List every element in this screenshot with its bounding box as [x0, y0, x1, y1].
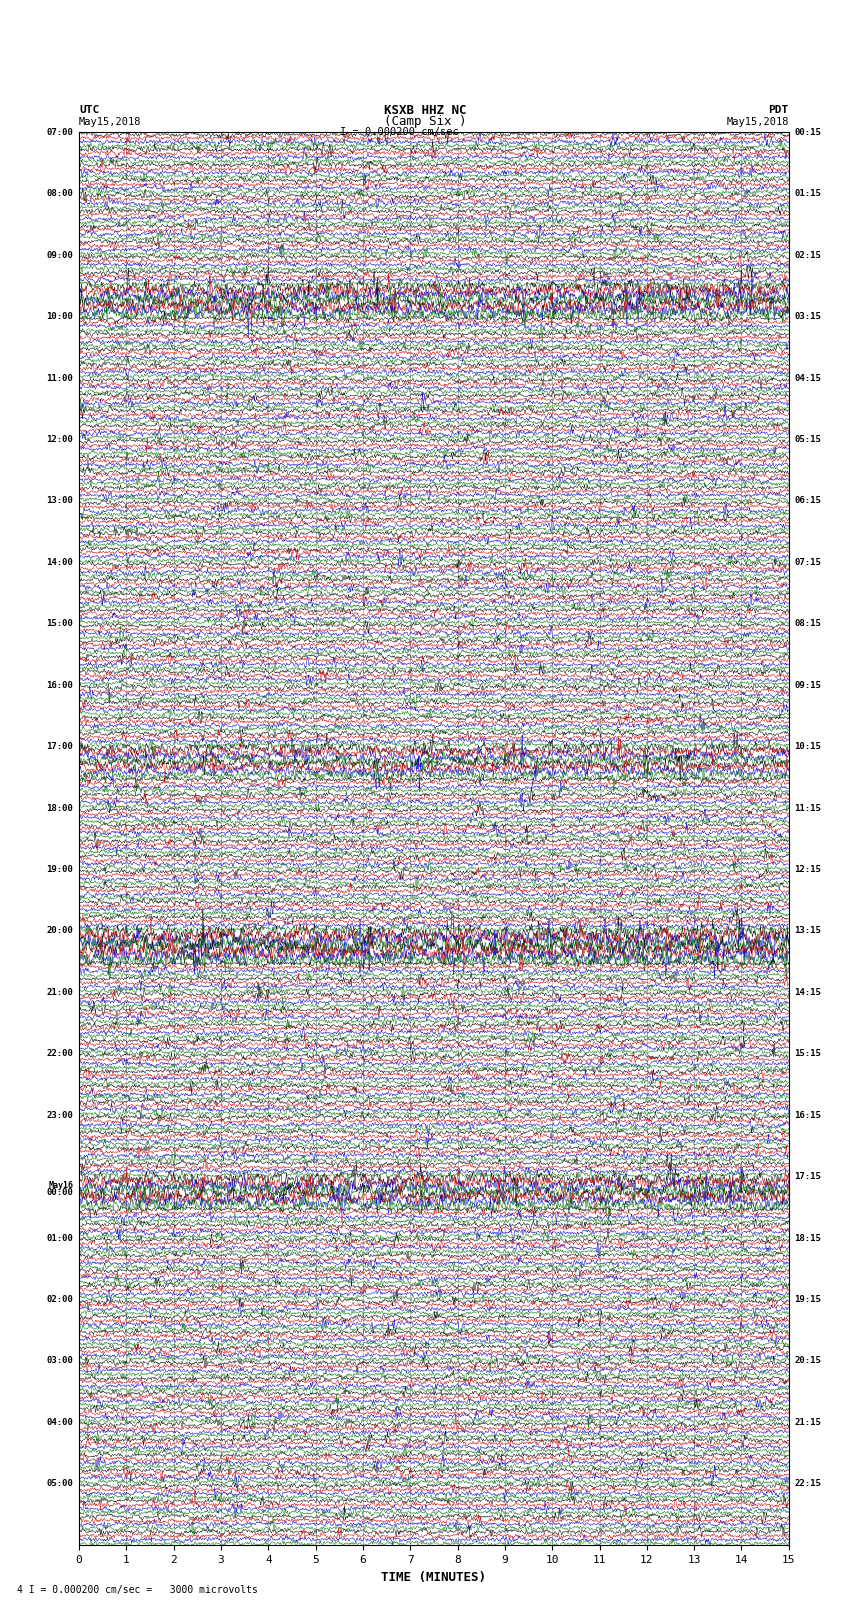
- Text: 10:00: 10:00: [47, 311, 73, 321]
- Text: 12:15: 12:15: [795, 865, 821, 874]
- Text: 16:00: 16:00: [47, 681, 73, 690]
- Text: 10:15: 10:15: [795, 742, 821, 752]
- Text: 01:15: 01:15: [795, 189, 821, 198]
- Text: 13:15: 13:15: [795, 926, 821, 936]
- Text: 00:00: 00:00: [47, 1187, 73, 1197]
- Text: 02:15: 02:15: [795, 250, 821, 260]
- Text: 18:15: 18:15: [795, 1234, 821, 1242]
- Text: 13:00: 13:00: [47, 497, 73, 505]
- Text: 08:00: 08:00: [47, 189, 73, 198]
- Text: 20:15: 20:15: [795, 1357, 821, 1366]
- Text: PDT: PDT: [768, 105, 789, 116]
- Text: 22:00: 22:00: [47, 1050, 73, 1058]
- Text: KSXB HHZ NC: KSXB HHZ NC: [383, 103, 467, 118]
- Text: 17:00: 17:00: [47, 742, 73, 752]
- Text: 20:00: 20:00: [47, 926, 73, 936]
- Text: 00:15: 00:15: [795, 127, 821, 137]
- Text: 22:15: 22:15: [795, 1479, 821, 1489]
- Text: May15,2018: May15,2018: [726, 116, 789, 127]
- Text: 14:00: 14:00: [47, 558, 73, 566]
- Text: 16:15: 16:15: [795, 1111, 821, 1119]
- Text: 14:15: 14:15: [795, 987, 821, 997]
- Text: I = 0.000200 cm/sec: I = 0.000200 cm/sec: [340, 127, 459, 137]
- Text: 09:00: 09:00: [47, 250, 73, 260]
- Text: 04:00: 04:00: [47, 1418, 73, 1428]
- Text: 07:15: 07:15: [795, 558, 821, 566]
- X-axis label: TIME (MINUTES): TIME (MINUTES): [382, 1571, 486, 1584]
- Text: 03:15: 03:15: [795, 311, 821, 321]
- Text: 08:15: 08:15: [795, 619, 821, 627]
- Text: May15,2018: May15,2018: [79, 116, 142, 127]
- Text: 11:00: 11:00: [47, 374, 73, 382]
- Text: 11:15: 11:15: [795, 803, 821, 813]
- Text: 07:00: 07:00: [47, 127, 73, 137]
- Text: 4 I = 0.000200 cm/sec =   3000 microvolts: 4 I = 0.000200 cm/sec = 3000 microvolts: [17, 1586, 258, 1595]
- Text: UTC: UTC: [79, 105, 99, 116]
- Text: 01:00: 01:00: [47, 1234, 73, 1242]
- Text: May16: May16: [48, 1181, 73, 1190]
- Text: 21:00: 21:00: [47, 987, 73, 997]
- Text: 09:15: 09:15: [795, 681, 821, 690]
- Text: 03:00: 03:00: [47, 1357, 73, 1366]
- Text: 19:00: 19:00: [47, 865, 73, 874]
- Text: 06:15: 06:15: [795, 497, 821, 505]
- Text: 05:00: 05:00: [47, 1479, 73, 1489]
- Text: 05:15: 05:15: [795, 436, 821, 444]
- Text: 04:15: 04:15: [795, 374, 821, 382]
- Text: (Camp Six ): (Camp Six ): [383, 115, 467, 129]
- Text: 19:15: 19:15: [795, 1295, 821, 1303]
- Text: 23:00: 23:00: [47, 1111, 73, 1119]
- Text: 12:00: 12:00: [47, 436, 73, 444]
- Text: 21:15: 21:15: [795, 1418, 821, 1428]
- Text: 15:15: 15:15: [795, 1050, 821, 1058]
- Text: 02:00: 02:00: [47, 1295, 73, 1303]
- Text: 17:15: 17:15: [795, 1173, 821, 1181]
- Text: 18:00: 18:00: [47, 803, 73, 813]
- Text: 15:00: 15:00: [47, 619, 73, 627]
